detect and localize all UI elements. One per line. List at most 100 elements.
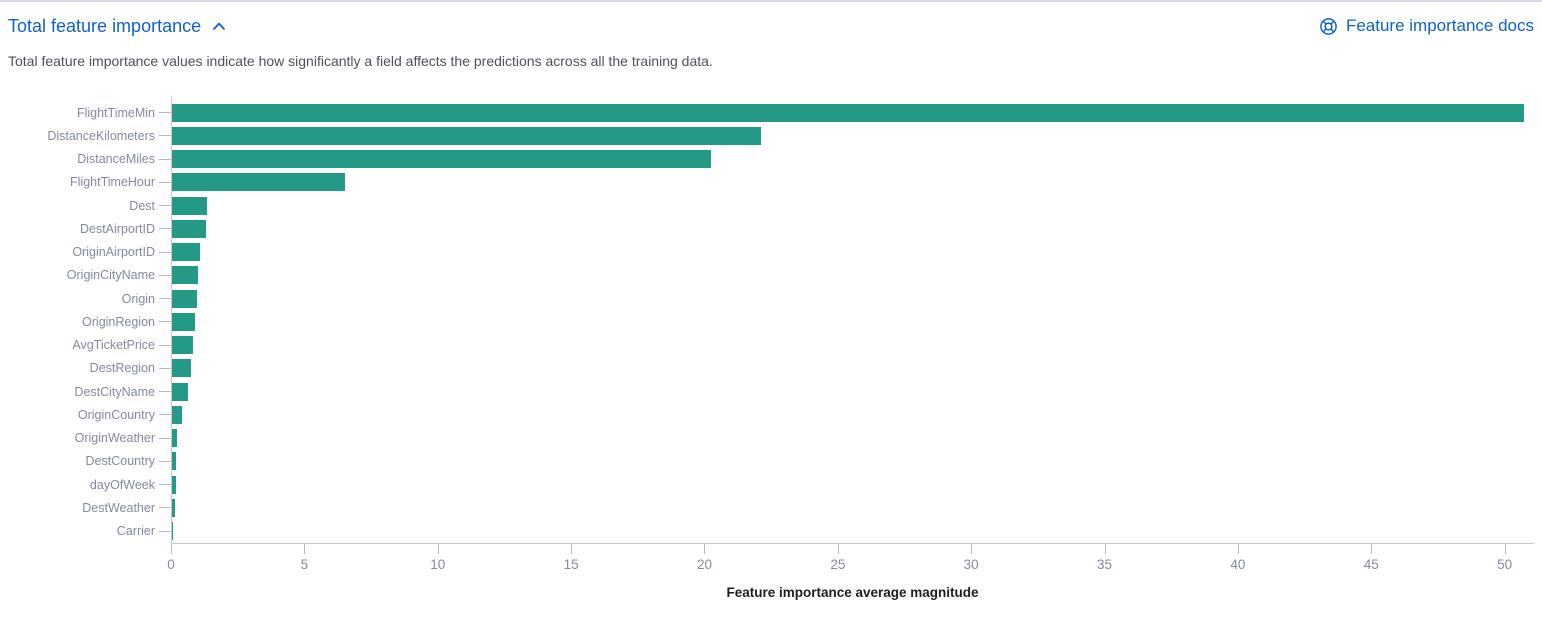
y-axis-tick <box>159 530 171 532</box>
bar <box>172 312 195 331</box>
x-axis-tick <box>571 543 573 554</box>
x-axis-tick <box>1104 543 1106 554</box>
category-label: FlightTimeHour <box>70 175 155 190</box>
bar-track <box>171 173 1534 192</box>
category-label: FlightTimeMin <box>76 105 155 120</box>
y-axis-tick <box>159 460 171 462</box>
bar-track <box>171 219 1534 238</box>
y-axis-tick <box>159 228 171 230</box>
bar-row: DistanceMiles <box>8 148 1534 171</box>
x-tick-label: 25 <box>830 556 846 572</box>
x-axis-tick <box>304 543 306 554</box>
bar-row: AvgTicketPrice <box>8 334 1534 357</box>
bar-track <box>171 452 1534 471</box>
bar-track <box>171 126 1534 145</box>
y-axis-tick <box>159 205 171 207</box>
x-tick-label: 45 <box>1363 556 1379 572</box>
category-label: DestCountry <box>85 454 155 469</box>
bar-track <box>171 150 1534 169</box>
bar-row: Origin <box>8 287 1534 310</box>
bar <box>172 289 197 308</box>
bar-row: OriginRegion <box>8 310 1534 333</box>
x-axis-tick <box>437 543 439 554</box>
y-axis-tick <box>159 344 171 346</box>
bar <box>172 452 176 471</box>
x-axis: 0 5 10 15 20 25 30 35 40 45 50 <box>167 543 1534 578</box>
docs-link-label: Feature importance docs <box>1345 16 1534 35</box>
bar-track <box>171 312 1534 331</box>
y-axis-tick <box>159 298 171 300</box>
x-tick-label: 5 <box>300 556 309 572</box>
chevron-up-icon <box>211 19 227 35</box>
y-axis-tick <box>159 414 171 416</box>
category-label: OriginWeather <box>74 431 155 446</box>
bar-row: DestAirportID <box>8 217 1534 240</box>
category-label: DestAirportID <box>79 221 155 236</box>
category-label: DistanceKilometers <box>47 128 155 143</box>
bar <box>172 522 173 541</box>
bar <box>172 173 346 192</box>
category-label: OriginCityName <box>66 268 155 283</box>
x-tick-label: 0 <box>167 556 175 572</box>
y-axis-tick <box>159 484 171 486</box>
bar <box>172 382 188 401</box>
lifebuoy-icon <box>1319 17 1338 36</box>
bar-row: FlightTimeHour <box>8 171 1534 194</box>
x-tick-label: 35 <box>1097 556 1113 572</box>
bar-track <box>171 196 1534 215</box>
bar-row: DestCityName <box>8 380 1534 403</box>
bar-row: OriginWeather <box>8 427 1534 450</box>
bar <box>172 103 1525 122</box>
bar-track <box>171 103 1534 122</box>
bar-track <box>171 359 1534 378</box>
x-axis-line <box>171 542 1534 544</box>
plot-area: FlightTimeMin DistanceKilometers DistanceM… <box>8 97 1534 543</box>
bar-track <box>171 405 1534 424</box>
bar-row: Dest <box>8 194 1534 217</box>
x-tick-label: 40 <box>1230 556 1246 572</box>
x-tick-label: 15 <box>563 556 579 572</box>
bar-track <box>171 429 1534 448</box>
x-axis-tick <box>1371 543 1373 554</box>
bar <box>172 336 194 355</box>
section-description: Total feature importance values indicate… <box>8 53 713 69</box>
y-axis-tick <box>159 274 171 276</box>
bar-row: OriginAirportID <box>8 241 1534 264</box>
y-axis-tick <box>159 367 171 369</box>
y-axis-tick <box>159 507 171 509</box>
category-label: Origin <box>121 291 155 306</box>
bar-row: DestWeather <box>8 496 1534 519</box>
category-label: dayOfWeek <box>89 477 155 492</box>
bar-row: OriginCountry <box>8 403 1534 426</box>
bar-row: OriginCityName <box>8 264 1534 287</box>
y-axis-tick <box>159 251 171 253</box>
x-axis-tick <box>1504 543 1506 554</box>
y-axis-line <box>171 97 172 543</box>
x-axis-tick <box>837 543 839 554</box>
feature-importance-docs-link[interactable]: Feature importance docs <box>1319 14 1534 38</box>
category-label: DestCityName <box>74 384 155 399</box>
x-tick-label: 10 <box>430 556 446 572</box>
section-title: Total feature importance <box>8 16 202 36</box>
bar <box>172 498 175 517</box>
y-axis-tick <box>159 135 171 137</box>
bar <box>172 126 762 145</box>
y-axis-tick <box>159 158 171 160</box>
total-feature-importance-toggle[interactable]: Total feature importance <box>8 14 227 38</box>
bar <box>172 266 198 285</box>
x-axis-tick <box>971 543 973 554</box>
x-axis-tick <box>171 543 172 554</box>
bar-row: FlightTimeMin <box>8 101 1534 124</box>
bar-row: DestCountry <box>8 450 1534 473</box>
section-header: Total feature importance Feature importa… <box>8 14 1534 38</box>
bar <box>172 475 176 494</box>
total-feature-importance-section: Total feature importance Feature importa… <box>0 2 1542 600</box>
x-tick-label: 20 <box>696 556 712 572</box>
bar-track <box>171 266 1534 285</box>
bar <box>172 359 191 378</box>
bar <box>172 150 711 169</box>
category-label: DistanceMiles <box>77 152 155 167</box>
y-axis-tick <box>159 112 171 114</box>
x-tick-label: 50 <box>1497 556 1513 572</box>
bar <box>172 429 178 448</box>
